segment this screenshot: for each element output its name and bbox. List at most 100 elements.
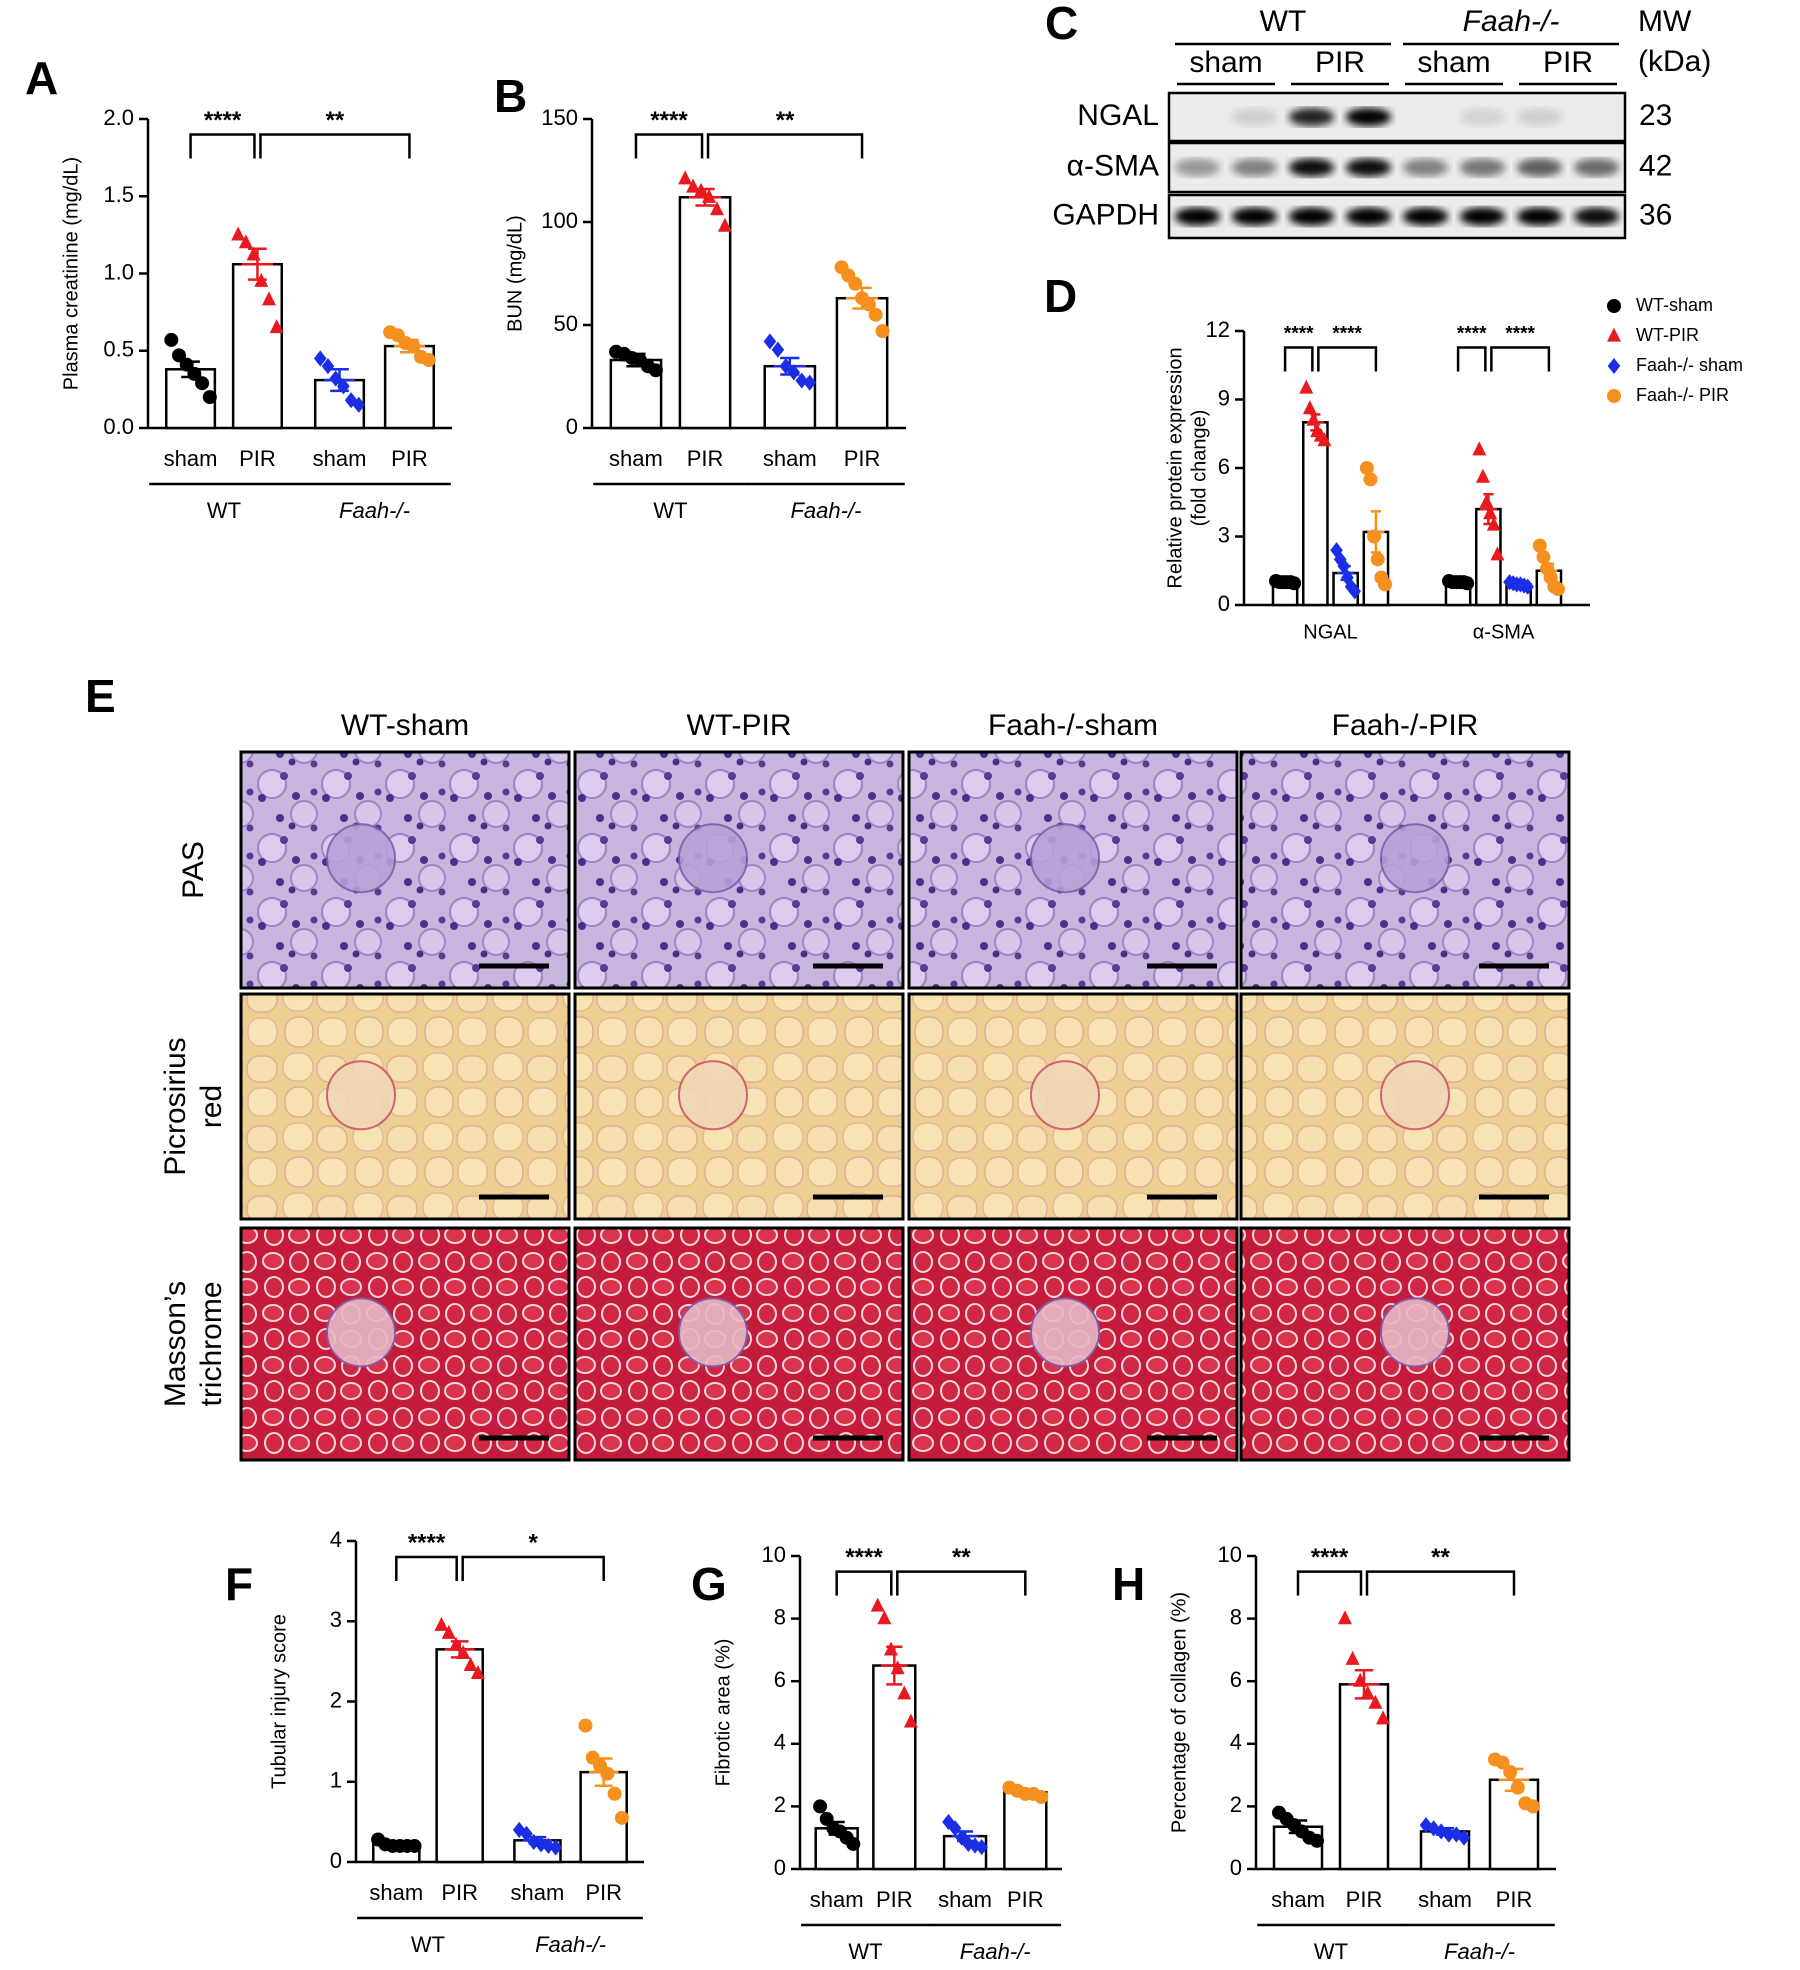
data-point bbox=[238, 234, 253, 249]
significance-bracket bbox=[259, 133, 411, 159]
row-label: Picrosirius bbox=[159, 1037, 192, 1175]
panel-label: G bbox=[691, 1558, 727, 1610]
panel-label: C bbox=[1045, 0, 1078, 49]
data-point bbox=[813, 1799, 828, 1814]
significance-label: ** bbox=[326, 107, 345, 134]
error-bar bbox=[880, 1645, 908, 1686]
data-point bbox=[648, 363, 663, 378]
data-point bbox=[877, 1610, 892, 1625]
protein-label: GAPDH bbox=[1052, 198, 1159, 231]
y-tick-label: 10 bbox=[762, 1542, 786, 1567]
data-point bbox=[1460, 576, 1475, 591]
glomerulus bbox=[1030, 1297, 1100, 1368]
y-tick-label: 1.0 bbox=[103, 259, 134, 284]
micrograph bbox=[239, 1226, 571, 1462]
row-label: PAS bbox=[177, 841, 210, 899]
group-label: WT bbox=[207, 498, 241, 523]
column-title: Faah-/-PIR bbox=[1332, 709, 1479, 742]
lane-label: sham bbox=[1189, 46, 1262, 79]
data-point bbox=[803, 374, 817, 391]
micrograph bbox=[239, 992, 571, 1221]
blot-band bbox=[1174, 207, 1221, 226]
bar bbox=[1338, 1683, 1390, 1871]
group-label: Faah-/- bbox=[535, 1932, 606, 1957]
data-point bbox=[313, 350, 327, 367]
panel-label: B bbox=[494, 70, 527, 122]
legend-marker bbox=[1607, 357, 1621, 375]
group-label: WT bbox=[1314, 1939, 1348, 1964]
x-tick-label: sham bbox=[164, 446, 218, 471]
data-point bbox=[1317, 432, 1332, 447]
data-point bbox=[441, 1624, 456, 1639]
significance-label: **** bbox=[1457, 323, 1487, 344]
y-axis-label: Relative protein expression bbox=[1164, 347, 1186, 588]
blot-band bbox=[1231, 158, 1278, 177]
error-bar bbox=[1429, 1827, 1461, 1836]
lane-label: sham bbox=[1417, 46, 1490, 79]
x-tick-label: sham bbox=[810, 1887, 864, 1912]
y-axis-label: Percentage of collagen (%) bbox=[1168, 1592, 1190, 1833]
data-point bbox=[463, 1656, 478, 1671]
bar bbox=[872, 1664, 917, 1871]
y-axis-label: (fold change) bbox=[1188, 410, 1210, 527]
significance-label: **** bbox=[1332, 323, 1362, 344]
data-point bbox=[771, 341, 785, 358]
significance-label: **** bbox=[204, 107, 242, 134]
data-point bbox=[1526, 1799, 1540, 1814]
x-tick-label: sham bbox=[609, 446, 663, 471]
protein-label: α-SMA bbox=[1067, 149, 1159, 182]
group-label: WT bbox=[653, 498, 687, 523]
significance-bracket bbox=[706, 133, 864, 159]
glomerulus bbox=[1380, 1060, 1450, 1131]
data-point bbox=[1521, 578, 1535, 595]
data-point bbox=[407, 1838, 422, 1853]
glomerulus bbox=[678, 1060, 748, 1131]
significance-bracket bbox=[1456, 346, 1487, 372]
y-tick-label: 3 bbox=[330, 1607, 342, 1632]
x-tick-label: PIR bbox=[687, 446, 724, 471]
bar bbox=[1302, 421, 1329, 607]
mw-header: (kDa) bbox=[1638, 45, 1711, 78]
blot-band bbox=[1573, 207, 1620, 226]
y-tick-label: 8 bbox=[1230, 1604, 1242, 1629]
y-axis-label: Plasma creatinine (mg/dL) bbox=[60, 157, 82, 390]
data-point bbox=[1536, 550, 1551, 565]
data-point bbox=[269, 319, 284, 334]
blot-band bbox=[1516, 158, 1563, 177]
bar bbox=[435, 1648, 484, 1864]
legend-marker bbox=[1607, 299, 1621, 313]
data-point bbox=[1550, 582, 1565, 597]
bar bbox=[763, 364, 817, 430]
data-point bbox=[1368, 1694, 1383, 1709]
x-tick-label: sham bbox=[313, 446, 367, 471]
data-point bbox=[903, 1713, 918, 1728]
panel-label: H bbox=[1112, 1558, 1145, 1610]
data-point bbox=[352, 396, 366, 413]
data-point bbox=[527, 1833, 541, 1850]
x-tick-label: PIR bbox=[1496, 1887, 1533, 1912]
x-tick-label: PIR bbox=[391, 446, 428, 471]
y-tick-label: 0.5 bbox=[103, 337, 134, 362]
significance-bracket bbox=[634, 133, 704, 159]
significance-bracket bbox=[1490, 346, 1551, 372]
y-tick-label: 1.5 bbox=[103, 182, 134, 207]
group-label: Faah-/- bbox=[790, 498, 861, 523]
error-bar bbox=[1367, 510, 1385, 554]
blot-band bbox=[1459, 108, 1506, 126]
error-bar bbox=[522, 1835, 553, 1845]
blot-band bbox=[1402, 207, 1449, 226]
error-bar bbox=[381, 1841, 412, 1848]
data-point bbox=[1472, 441, 1487, 456]
error-bar bbox=[1449, 580, 1467, 585]
blot-band bbox=[1288, 207, 1335, 226]
data-point bbox=[717, 217, 732, 232]
blot-band bbox=[1402, 158, 1449, 177]
data-point bbox=[870, 1597, 885, 1612]
y-tick-label: 2 bbox=[774, 1792, 786, 1817]
error-bar bbox=[1510, 582, 1528, 587]
x-tick-label: sham bbox=[511, 1880, 565, 1905]
x-tick-label: α-SMA bbox=[1473, 621, 1535, 643]
row-label: Masson’s bbox=[159, 1281, 192, 1407]
